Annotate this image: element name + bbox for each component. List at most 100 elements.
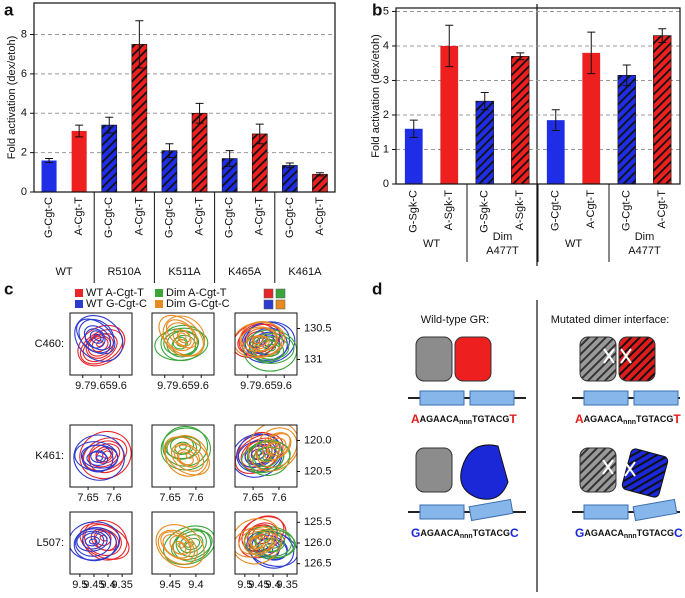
bar <box>71 130 87 192</box>
spectrum-frame <box>69 424 133 488</box>
group-label: WT <box>423 238 440 250</box>
contour <box>177 332 187 341</box>
error-bar <box>255 123 264 145</box>
panel-label: c <box>4 279 13 298</box>
x-tick-label: G-Cgt-C <box>224 197 236 238</box>
contour <box>249 536 265 549</box>
y-axis-label: Fold activation (dex/etoh) <box>370 34 382 158</box>
y-tick-label: 2 <box>21 147 27 159</box>
contour <box>239 321 283 358</box>
row-label: L507: <box>36 537 64 549</box>
contour <box>253 446 279 468</box>
sequence-part: TGTACG <box>472 414 509 424</box>
x-tick-label: 9.4 <box>265 579 280 591</box>
x-tick-label: G-Cgt-C <box>103 197 115 238</box>
spectrum-frame <box>151 511 215 575</box>
group-label-line: WT <box>565 238 582 250</box>
contour <box>81 532 105 550</box>
sequence-part: T <box>673 412 681 426</box>
sequence-part: AGAACA <box>420 414 460 424</box>
group-label-line: WT <box>423 238 440 250</box>
group-label-line: R510A <box>107 266 141 278</box>
contour <box>165 322 196 352</box>
contour <box>93 333 102 342</box>
spectrum <box>235 515 297 569</box>
x-tick-label: A-Cgt-T <box>133 197 145 236</box>
y-tick-label: 4 <box>21 107 27 119</box>
x-tick-label: 9.4 <box>188 579 203 591</box>
contour <box>90 450 107 464</box>
error-bar <box>658 28 667 44</box>
x-tick-label: A-Cgt-T <box>254 197 266 236</box>
legend-swatch <box>263 299 274 310</box>
half-site <box>633 390 679 406</box>
sequence-part: C <box>674 526 683 540</box>
group-label: K465A <box>228 266 262 278</box>
legend-label: Dim G-Cgt-C <box>166 298 230 310</box>
y-tick-label: 6 <box>21 68 27 80</box>
y-tick-label: 2 <box>383 109 389 121</box>
x-tick-label: 7.6 <box>188 492 203 504</box>
sequence-part: nnn <box>623 419 636 426</box>
contour <box>86 451 109 466</box>
contour <box>176 329 191 344</box>
contour <box>155 524 205 569</box>
spectrum <box>154 314 209 362</box>
sequence-part: AGAACA <box>584 414 624 424</box>
contour <box>173 444 200 468</box>
x-tick-label: 9.4 <box>100 579 115 591</box>
x-tick-label: 9.5 <box>72 579 87 591</box>
contour <box>169 535 192 556</box>
contour <box>158 314 204 357</box>
bar <box>546 120 565 184</box>
contour <box>154 327 209 361</box>
panel-d: Wild-type GR: Mutated dimer interface: A… <box>408 300 683 592</box>
contour <box>162 315 206 357</box>
legend-swatch <box>275 288 286 299</box>
group-label: Dim A477T <box>486 231 519 257</box>
x-tick-label: A-Cgt-T <box>656 190 668 229</box>
x-tick-label: G-Cgt-C <box>43 197 55 238</box>
y-tick-label: 3 <box>383 74 389 86</box>
plot-frame <box>33 2 336 193</box>
contour <box>89 330 104 344</box>
spectrum <box>73 430 132 481</box>
spectrum-frame <box>69 511 133 575</box>
contour <box>164 435 209 477</box>
x-tick-label: 9.7 <box>75 380 90 392</box>
y-tick-label: 4 <box>383 40 389 52</box>
panel-label: d <box>372 279 382 298</box>
legend-swatch <box>155 300 163 308</box>
legend-swatch <box>263 288 274 299</box>
bar <box>404 128 423 184</box>
y-tick-label: 0 <box>21 186 27 198</box>
group-label: WT <box>565 238 582 250</box>
group-label-line: A477T <box>628 245 661 257</box>
sequence-part: nnn <box>459 419 472 426</box>
cross-mark <box>602 459 636 477</box>
contour <box>70 521 121 561</box>
error-bar <box>315 172 324 177</box>
error-bar <box>165 143 174 159</box>
bar <box>582 52 601 184</box>
gr-monomer <box>621 448 669 498</box>
group-label-line: Dim <box>635 231 655 243</box>
gr-monomer <box>415 336 453 382</box>
x-tick-label: A-Sgk-T <box>514 190 526 231</box>
x-tick-label: 9.7 <box>157 380 172 392</box>
x-tick-label: A-Cgt-T <box>585 190 597 229</box>
half-site <box>419 390 465 406</box>
spectrum <box>155 524 214 569</box>
sequence-part: AGAACA <box>420 528 460 538</box>
contour <box>255 530 286 553</box>
contour <box>262 453 272 461</box>
sequence-part: TGTACG <box>637 528 674 538</box>
contour <box>246 530 297 567</box>
x-tick-label: G-Cgt-C <box>550 190 562 231</box>
x-tick-label: A-Cgt-T <box>314 197 326 236</box>
x-tick-label: G-Sgk-C <box>479 190 491 233</box>
group-label: Dim A477T <box>628 231 661 257</box>
bar <box>282 165 298 193</box>
spectrum <box>235 321 297 372</box>
